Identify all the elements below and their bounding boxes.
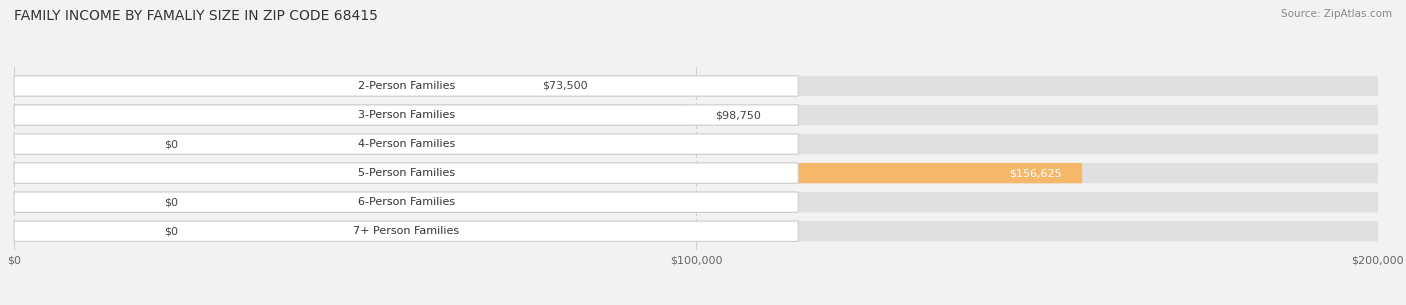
- FancyBboxPatch shape: [14, 105, 688, 125]
- Text: 7+ Person Families: 7+ Person Families: [353, 226, 460, 236]
- Text: $0: $0: [165, 197, 179, 207]
- Text: $98,750: $98,750: [714, 110, 761, 120]
- Text: 6-Person Families: 6-Person Families: [357, 197, 454, 207]
- Text: $0: $0: [165, 139, 179, 149]
- FancyBboxPatch shape: [14, 221, 136, 241]
- FancyBboxPatch shape: [14, 105, 1378, 125]
- FancyBboxPatch shape: [14, 221, 1378, 241]
- FancyBboxPatch shape: [14, 163, 1083, 183]
- Text: 3-Person Families: 3-Person Families: [357, 110, 454, 120]
- FancyBboxPatch shape: [14, 192, 1378, 212]
- FancyBboxPatch shape: [14, 163, 799, 183]
- FancyBboxPatch shape: [14, 76, 515, 96]
- Text: 2-Person Families: 2-Person Families: [357, 81, 454, 91]
- FancyBboxPatch shape: [14, 163, 1378, 183]
- FancyBboxPatch shape: [14, 192, 799, 212]
- Text: $0: $0: [165, 226, 179, 236]
- Text: $156,625: $156,625: [1010, 168, 1062, 178]
- Text: FAMILY INCOME BY FAMALIY SIZE IN ZIP CODE 68415: FAMILY INCOME BY FAMALIY SIZE IN ZIP COD…: [14, 9, 378, 23]
- FancyBboxPatch shape: [14, 134, 1378, 154]
- FancyBboxPatch shape: [14, 105, 799, 125]
- FancyBboxPatch shape: [14, 134, 799, 154]
- FancyBboxPatch shape: [14, 134, 136, 154]
- FancyBboxPatch shape: [14, 221, 799, 241]
- Text: 4-Person Families: 4-Person Families: [357, 139, 454, 149]
- FancyBboxPatch shape: [14, 76, 799, 96]
- FancyBboxPatch shape: [14, 192, 136, 212]
- Text: $73,500: $73,500: [543, 81, 588, 91]
- Text: Source: ZipAtlas.com: Source: ZipAtlas.com: [1281, 9, 1392, 19]
- FancyBboxPatch shape: [14, 76, 1378, 96]
- Text: 5-Person Families: 5-Person Families: [357, 168, 454, 178]
